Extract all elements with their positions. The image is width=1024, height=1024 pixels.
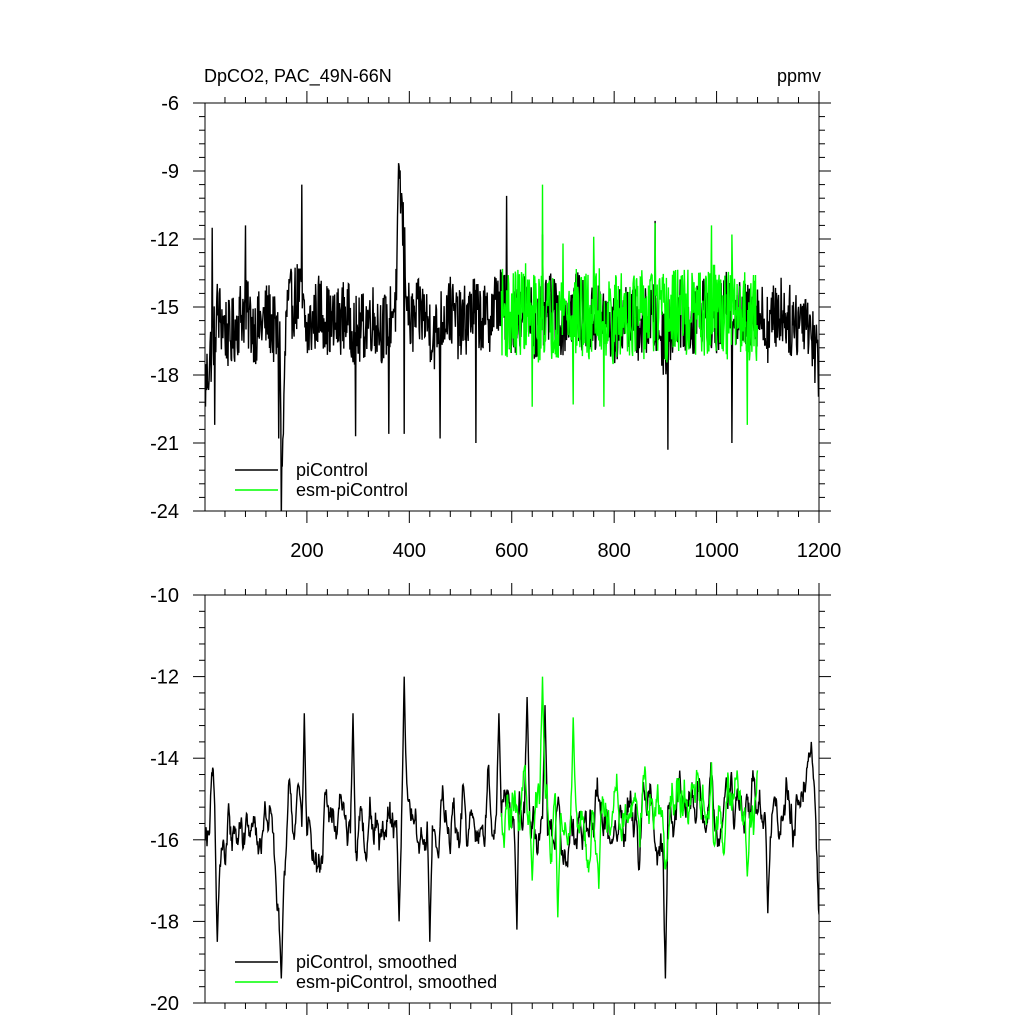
x-tick-label: 200 — [290, 540, 323, 562]
y-tick-label: -6 — [161, 93, 179, 115]
y-tick-label: -16 — [150, 830, 179, 852]
legend-label: esm-piControl, smoothed — [296, 972, 497, 992]
y-tick-label: -12 — [150, 667, 179, 689]
chart-title: DpCO2, PAC_49N-66N — [204, 66, 392, 87]
y-tick-label: -20 — [150, 993, 179, 1015]
y-tick-label: -9 — [161, 161, 179, 183]
units-label: ppmv — [777, 66, 821, 86]
series-line-picontrol — [205, 676, 819, 979]
y-tick-label: -24 — [150, 501, 179, 523]
y-tick-label: -14 — [150, 748, 179, 770]
y-tick-label: -15 — [150, 297, 179, 319]
y-tick-label: -18 — [150, 911, 179, 933]
panel-bottom: -20 -18 -16 -14 -12 -10 piControl, smoothedesm… — [150, 583, 831, 1015]
legend-label: piControl, smoothed — [296, 952, 457, 972]
y-tick-label: -12 — [150, 229, 179, 251]
x-tick-label: 400 — [393, 540, 426, 562]
series-line-esm-picontrol — [500, 184, 759, 425]
legend-label: piControl — [296, 460, 368, 480]
y-tick-label: -10 — [150, 585, 179, 607]
x-tick-label: 1200 — [797, 540, 842, 562]
y-tick-label: -18 — [150, 365, 179, 387]
series-line-esm-picontrol — [500, 676, 759, 918]
y-tick-label: -21 — [150, 433, 179, 455]
x-tick-label: 600 — [495, 540, 528, 562]
panel-top: -24 -21 -18 -15 -12 -9 -6 200 400 600 800 1000 1200 D… — [150, 66, 841, 562]
x-tick-label: 1000 — [694, 540, 739, 562]
x-tick-label: 800 — [597, 540, 630, 562]
legend-label: esm-piControl — [296, 480, 408, 500]
